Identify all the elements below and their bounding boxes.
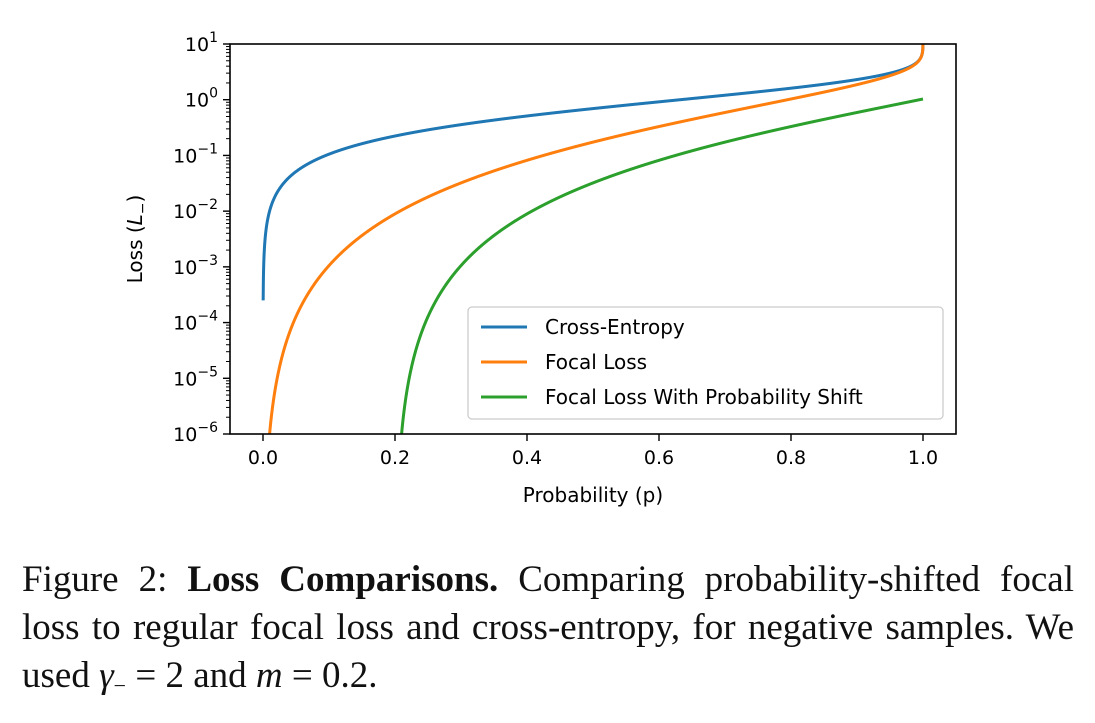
y-axis-label: Loss (L−): [123, 195, 151, 284]
series-line-focal-loss: [268, 44, 925, 434]
legend-label-cross-entropy: Cross-Entropy: [545, 315, 685, 339]
caption-text: Comparing probability-shifted focal loss…: [22, 559, 1074, 696]
y-tick-label: 101: [185, 30, 218, 56]
figure-caption: Figure 2: Loss Comparisons. Comparing pr…: [22, 556, 1074, 710]
x-tick-label: 0.8: [776, 447, 806, 469]
caption-m-symbol: m: [255, 655, 283, 696]
caption-and: and: [183, 655, 256, 696]
caption-gamma-subscript: −: [113, 673, 127, 698]
legend-box: [467, 306, 944, 420]
series-line-focal-loss-shift: [400, 97, 925, 434]
y-tick-label: 10−4: [173, 309, 218, 335]
legend-label-focal-loss: Focal Loss: [545, 350, 647, 374]
y-tick-label: 10−6: [173, 420, 218, 446]
caption-gamma-symbol: γ: [99, 655, 114, 696]
plot-lines: [261, 44, 925, 434]
y-tick-label: 10−5: [173, 364, 218, 390]
x-tick-label: 1.0: [908, 447, 938, 469]
axis-ticks: 0.0 0.2 0.4 0.6 0.8 1.0 101 100 10−1 10−2 10−3 10−4…: [173, 30, 938, 469]
x-axis-label: Probability (p): [523, 483, 663, 507]
x-tick-label: 0.0: [248, 447, 278, 469]
plot-frame: [229, 43, 957, 435]
caption-title: Loss Comparisons.: [187, 559, 499, 600]
y-tick-label: 10−2: [173, 197, 218, 223]
legend: Cross-Entropy Focal Loss Focal Loss With…: [467, 306, 944, 420]
x-tick-label: 0.4: [512, 447, 542, 469]
y-tick-label: 10−1: [173, 141, 218, 167]
legend-label-focal-loss-shift: Focal Loss With Probability Shift: [545, 385, 863, 409]
y-tick-label: 100: [185, 86, 218, 112]
series-line-cross-entropy: [261, 44, 925, 301]
y-tick-label: 10−3: [173, 253, 218, 279]
x-tick-label: 0.6: [644, 447, 674, 469]
caption-prefix: Figure 2:: [22, 559, 188, 600]
caption-gamma-value: = 2: [126, 655, 184, 696]
x-tick-label: 0.2: [380, 447, 410, 469]
caption-m-value: = 0.2.: [282, 655, 378, 696]
